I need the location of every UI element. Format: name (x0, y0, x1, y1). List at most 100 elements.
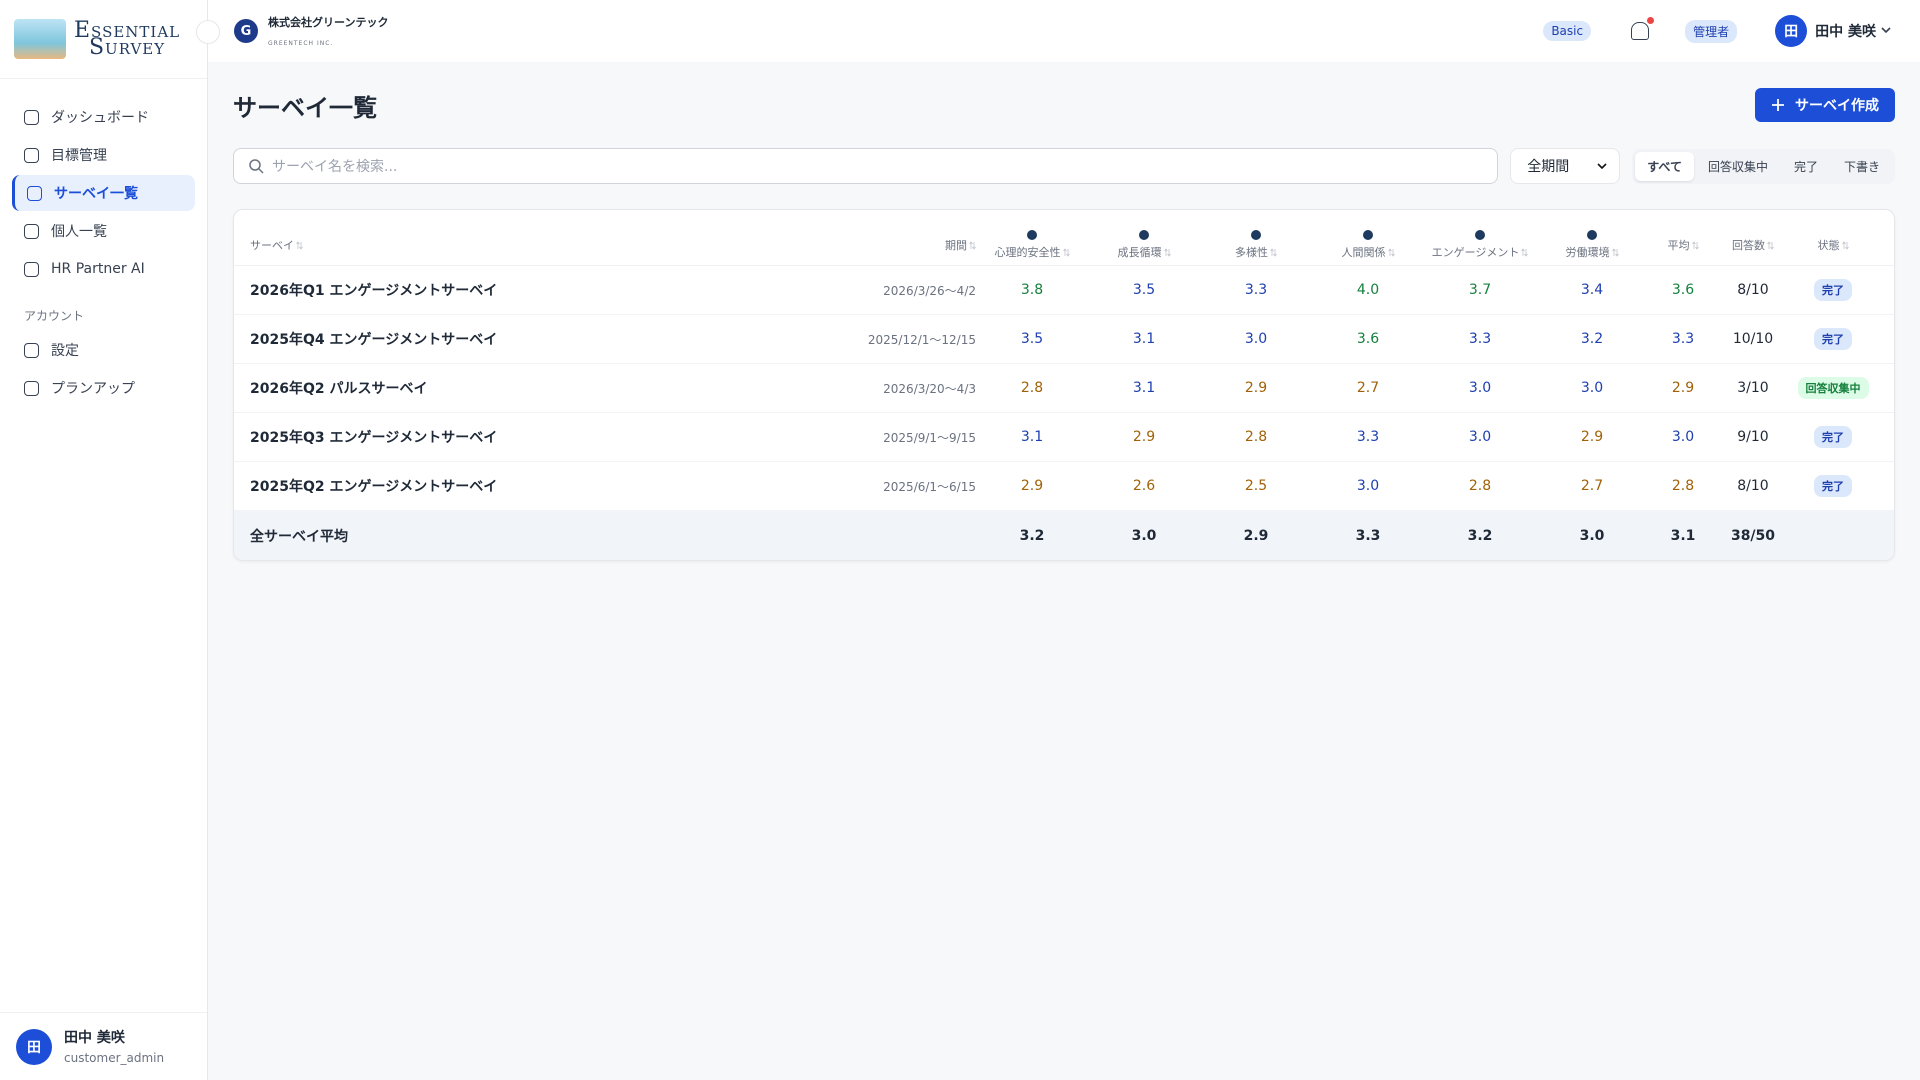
score: 3.0 (1468, 380, 1492, 396)
user-name: 田中 美咲 (1815, 24, 1876, 40)
filter-tab[interactable]: すべて (1635, 151, 1694, 181)
filter-tab[interactable]: 完了 (1793, 159, 1818, 174)
period-select[interactable]: 全期間 (1510, 148, 1621, 184)
nav-item[interactable]: 個人一覧 (12, 213, 195, 249)
logo-line: Essential (74, 18, 181, 43)
user-menu[interactable]: 田 田中 美咲 (1775, 15, 1896, 47)
score: 3.6 (1356, 331, 1380, 347)
table-row[interactable]: 2026年Q1 エンゲージメントサーベイ 2026/3/26〜4/2 3.8 3.5 3… (234, 266, 1894, 315)
survey-name: 2025年Q3 エンゲージメントサーベイ (250, 430, 498, 446)
score: 3.1 (1132, 331, 1156, 347)
collapse-button[interactable] (196, 20, 220, 44)
table-row[interactable]: 2025年Q4 エンゲージメントサーベイ 2025/12/1〜12/15 3.5 3.… (234, 315, 1894, 364)
status-cell: 完了 (1788, 426, 1878, 448)
survey-period: 2025/12/1〜12/15 (867, 332, 976, 347)
search-icon (249, 159, 264, 174)
score: 3.0 (1580, 380, 1604, 396)
column-label: 平均 (1667, 238, 1690, 252)
logo-text: Essential Survey (74, 18, 181, 60)
company-icon: G (234, 19, 258, 43)
search-input[interactable]: サーベイ名を検索... (233, 148, 1499, 184)
category-icon (1027, 229, 1037, 240)
responses: 8/10 (1737, 478, 1769, 494)
column-header[interactable]: サーベイ (250, 237, 836, 253)
create-button[interactable]: サーベイ作成 (1755, 88, 1895, 122)
nav-label: 設定 (51, 343, 79, 359)
footer-score: 3.0 (1131, 527, 1157, 544)
category-icon (1139, 229, 1149, 240)
status-cell: 完了 (1788, 475, 1878, 497)
survey-name: 2026年Q1 エンゲージメントサーベイ (250, 283, 498, 299)
status-badge: 完了 (1814, 475, 1852, 497)
column-label: 成長循環 (1117, 245, 1162, 259)
sidebar: Essential Survey ダッシュボード 目標管理 サーベイ一覧 個人一覧 HR … (0, 0, 220, 1080)
average: 3.0 (1671, 429, 1695, 445)
nav-item[interactable]: サーベイ一覧 (12, 175, 195, 211)
score: 3.1 (1020, 429, 1044, 445)
score: 2.8 (1244, 429, 1268, 445)
average: 3.3 (1671, 331, 1695, 347)
company: 株式会社グリーンテック GREENTECH INC. (268, 14, 388, 49)
score: 2.9 (1132, 429, 1156, 445)
filter-tab[interactable]: 下書き (1843, 159, 1880, 174)
table-row[interactable]: 2025年Q3 エンゲージメントサーベイ 2025/9/1〜9/15 3.1 2.9 2… (234, 413, 1894, 462)
status-badge: 完了 (1814, 328, 1852, 350)
sort-icon (1521, 248, 1529, 257)
nav-item[interactable]: ダッシュボード (12, 99, 195, 135)
score: 3.3 (1356, 429, 1380, 445)
nav-icon (27, 185, 42, 201)
nav-icon (24, 109, 39, 125)
filter-tab[interactable]: 回答収集中 (1707, 159, 1768, 174)
notification-bell[interactable] (1631, 17, 1655, 40)
table-row[interactable]: 2025年Q2 エンゲージメントサーベイ 2025/6/1〜6/15 2.9 2.6 2… (234, 462, 1894, 511)
status-cell: 回答収集中 (1788, 377, 1878, 399)
column-header[interactable]: 人間関係 (1312, 229, 1424, 260)
nav-item[interactable]: HR Partner AI (12, 251, 195, 287)
plus-icon (1772, 99, 1784, 111)
column-header[interactable]: 成長循環 (1088, 229, 1200, 260)
average: 3.6 (1671, 282, 1695, 298)
score: 2.6 (1132, 478, 1156, 494)
nav-item[interactable]: 目標管理 (12, 137, 195, 173)
sort-icon (1767, 241, 1774, 250)
responses: 10/10 (1732, 331, 1774, 347)
nav-item[interactable]: 設定 (12, 332, 195, 368)
sort-icon (1062, 248, 1070, 257)
table-footer: 全サーベイ平均 3.2 3.0 2.9 3.3 3.2 3.0 3.1 38/50 (234, 511, 1894, 560)
column-label: 状態 (1817, 238, 1840, 252)
user-role: customer_admin (64, 1051, 165, 1065)
table-row[interactable]: 2026年Q2 パルスサーベイ 2026/3/20〜4/3 2.8 3.1 2.9 2.7… (234, 364, 1894, 413)
column-header[interactable]: 状態 (1788, 237, 1878, 253)
score: 2.7 (1356, 380, 1380, 396)
column-header[interactable]: 労働環境 (1536, 229, 1648, 260)
placeholder: サーベイ名を検索... (272, 159, 398, 175)
column-label: 心理的安全性 (994, 245, 1061, 259)
company-name: 株式会社グリーンテック (268, 15, 389, 29)
survey-period: 2025/6/1〜6/15 (883, 479, 976, 494)
select-value: 全期間 (1527, 159, 1570, 175)
sort-icon (1270, 248, 1277, 257)
survey-period: 2025/9/1〜9/15 (883, 430, 976, 445)
logo-line: Survey (88, 35, 166, 60)
nav-item[interactable]: プランアップ (12, 370, 195, 406)
column-header[interactable]: 多様性 (1200, 229, 1312, 260)
column-header[interactable]: 平均 (1648, 237, 1718, 253)
score: 2.9 (1244, 380, 1268, 396)
column-header[interactable]: 心理的安全性 (976, 229, 1088, 260)
score: 2.8 (1020, 380, 1044, 396)
column-header[interactable]: エンゲージメント (1424, 229, 1536, 260)
sort-icon (1611, 248, 1619, 257)
column-label: エンゲージメント (1431, 245, 1520, 259)
nav: ダッシュボード 目標管理 サーベイ一覧 個人一覧 HR Partner AI アカウント設… (0, 79, 207, 408)
column-header[interactable]: 期間 (836, 237, 976, 253)
column-header[interactable]: 回答数 (1718, 237, 1788, 253)
sidebar-user[interactable]: 田 田中 美咲 customer_admin (0, 1012, 207, 1080)
nav-icon (24, 147, 39, 163)
sort-icon (969, 241, 976, 250)
score: 2.5 (1244, 478, 1268, 494)
score: 3.0 (1468, 429, 1492, 445)
column-label: 労働環境 (1565, 245, 1610, 259)
footer-score: 3.0 (1579, 527, 1605, 544)
footer-score: 2.9 (1243, 527, 1269, 544)
sort-icon (1691, 241, 1699, 250)
